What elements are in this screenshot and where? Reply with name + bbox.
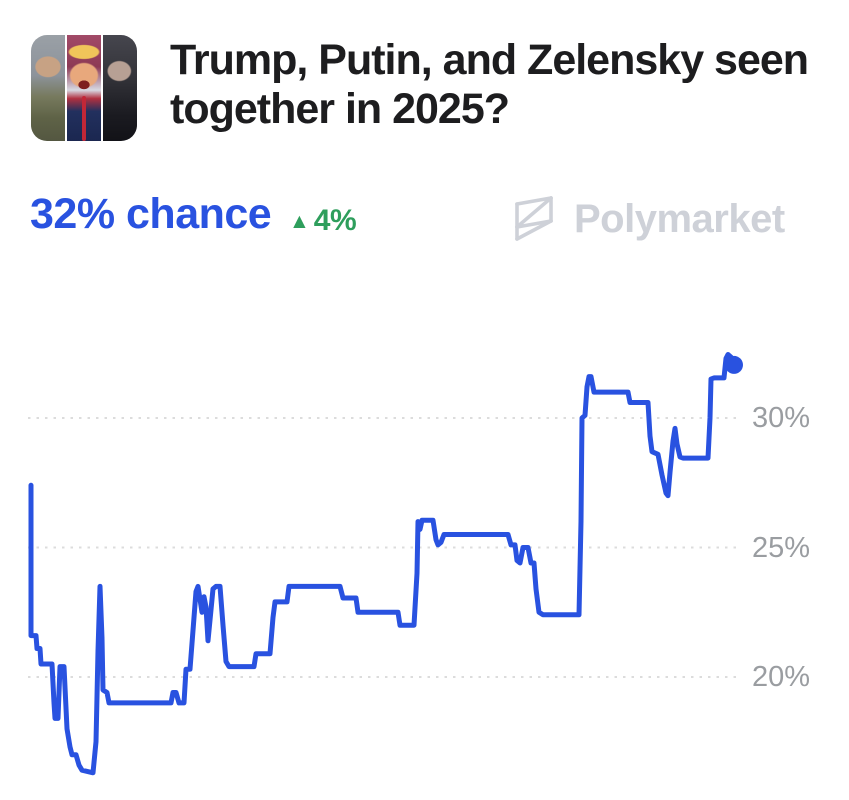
chance-delta: ▲ 4% — [289, 204, 357, 238]
market-title: Trump, Putin, and Zelensky seen together… — [170, 36, 830, 134]
delta-up-icon: ▲ — [289, 209, 310, 233]
polymarket-logo-icon — [515, 196, 553, 241]
y-axis-label-20: 20% — [752, 661, 811, 693]
market-title-line2: together in 2025? — [170, 85, 510, 133]
polymarket-watermark: Polymarket — [515, 196, 785, 242]
y-axis-label-25: 25% — [752, 532, 811, 564]
chance-value: 32% chance — [30, 190, 272, 238]
price-line — [28, 352, 737, 776]
putin-photo — [103, 35, 137, 141]
chart-gridlines — [28, 417, 742, 678]
y-axis-label-30: 30% — [752, 402, 811, 434]
market-avatar — [31, 35, 137, 141]
polymarket-wordmark: Polymarket — [574, 197, 785, 241]
chart-canvas[interactable] — [0, 240, 849, 800]
market-title-line1: Trump, Putin, and Zelensky seen — [170, 36, 809, 84]
probability-chart[interactable]: 30% 25% 20% — [0, 240, 849, 800]
zelensky-photo — [31, 35, 65, 141]
last-price-dot — [725, 355, 743, 374]
delta-value: 4% — [313, 204, 357, 237]
trump-photo — [67, 35, 101, 141]
